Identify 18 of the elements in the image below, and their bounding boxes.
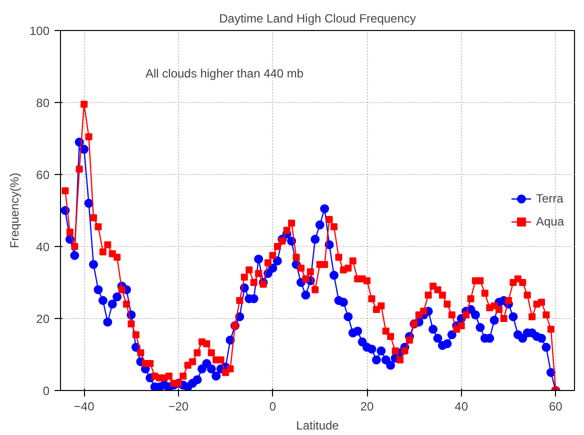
y-tick-label: 60	[36, 168, 50, 182]
chart-title: Daytime Land High Cloud Frequency	[219, 12, 416, 26]
x-axis-title: Latitude	[296, 418, 340, 432]
x-tick-label: 40	[454, 400, 468, 414]
x-tick-label: 60	[548, 400, 563, 414]
y-axis-title: Frequency(%)	[7, 172, 22, 248]
y-tick-label: 100	[29, 24, 50, 38]
legend-label: Aqua	[536, 214, 564, 228]
y-tick-label: 0	[42, 384, 50, 398]
x-tick-label: −20	[168, 400, 189, 414]
x-tick-label: 20	[360, 400, 374, 414]
y-tick-label: 80	[36, 96, 50, 110]
x-tick-label: −40	[74, 400, 95, 414]
x-tick-label: 0	[269, 400, 276, 414]
y-tick-label: 40	[36, 240, 50, 254]
y-tick-label: 20	[36, 312, 50, 326]
legend-label: Terra	[536, 192, 564, 206]
annotation: All clouds higher than 440 mb	[146, 66, 304, 80]
